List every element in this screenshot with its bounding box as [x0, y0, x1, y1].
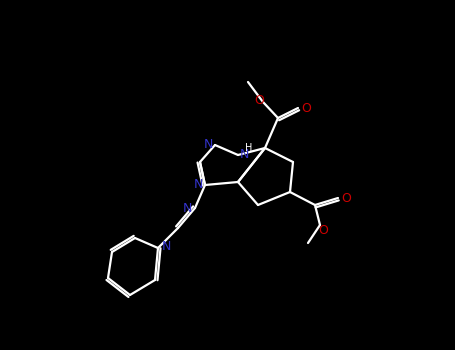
Text: N: N	[182, 202, 192, 215]
Text: H: H	[245, 143, 253, 153]
Text: O: O	[254, 93, 264, 106]
Text: N: N	[194, 178, 203, 191]
Text: N: N	[204, 139, 213, 152]
Text: O: O	[301, 102, 311, 114]
Text: N: N	[240, 148, 249, 161]
Text: N: N	[162, 239, 171, 252]
Text: O: O	[341, 191, 351, 204]
Text: O: O	[318, 224, 328, 238]
